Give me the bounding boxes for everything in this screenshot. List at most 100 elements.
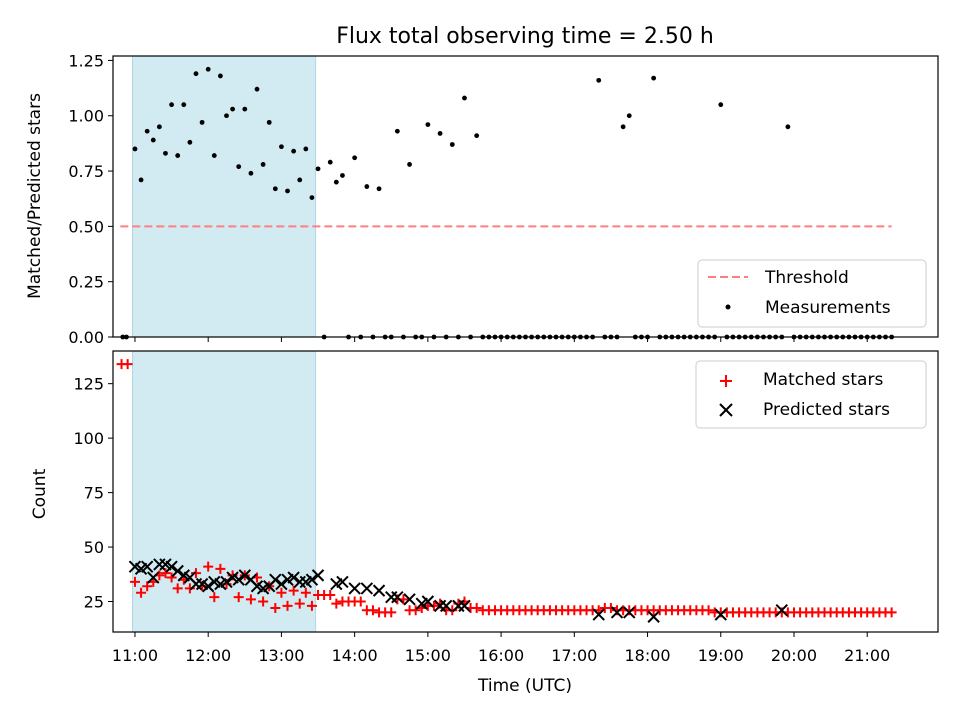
y-tick-label: 100 — [73, 429, 104, 448]
predicted-star-point — [232, 573, 245, 586]
predicted-star-point — [147, 571, 160, 584]
matched-star-point — [172, 583, 183, 594]
measurement-point — [236, 164, 242, 170]
measurement-point — [315, 166, 321, 172]
x-tick-label: 11:00 — [112, 646, 158, 665]
measurement-point — [364, 184, 370, 189]
predicted-star-point — [439, 599, 453, 613]
predicted-star-point — [610, 606, 624, 619]
predicted-star-point — [311, 569, 325, 582]
x-tick-label: 18:00 — [624, 646, 670, 665]
count-plot-frame — [112, 350, 939, 633]
matched-stars-points — [116, 359, 897, 618]
y-tick-label: 125 — [73, 375, 104, 394]
measurement-point — [254, 86, 260, 92]
predicted-star-point — [269, 573, 282, 586]
matched-star-point — [288, 585, 299, 596]
matched-star-point — [410, 605, 421, 616]
measurement-point — [327, 159, 333, 165]
measurement-point — [150, 137, 156, 143]
matched-star-point — [300, 587, 311, 598]
predicted-star-point — [305, 573, 319, 586]
predicted-star-point — [775, 604, 788, 617]
matched-star-point — [203, 561, 214, 572]
matched-star-point — [209, 592, 220, 603]
ratio-observing-window-shade — [132, 55, 317, 338]
measurement-point — [285, 188, 290, 194]
predicted-star-point — [360, 582, 374, 595]
x-tick-label: 21:00 — [844, 646, 890, 665]
measurement-point — [291, 148, 297, 154]
matched-star-point — [355, 596, 366, 607]
measurement-point — [626, 113, 632, 119]
matched-star-point — [184, 583, 195, 594]
y-tick-label: 1.25 — [68, 51, 104, 70]
legend-predicted-swatch — [719, 403, 733, 417]
predicted-star-point — [238, 569, 252, 582]
matched-star-point — [136, 587, 147, 598]
measurement-point — [449, 142, 455, 147]
matched-star-point — [428, 600, 439, 611]
count-legend: Matched stars Predicted stars — [695, 360, 927, 429]
matched-star-point — [245, 594, 256, 605]
predicted-star-point — [372, 584, 386, 597]
measurement-point — [175, 153, 181, 158]
y-tick-label: 75 — [84, 484, 104, 503]
x-axis-label: Time (UTC) — [477, 676, 572, 696]
matched-star-point — [270, 603, 281, 614]
measurement-point — [260, 162, 266, 167]
x-tick-label: 15:00 — [405, 646, 451, 665]
measurement-point — [211, 153, 217, 158]
predicted-star-point — [714, 608, 727, 621]
predicted-star-point — [140, 560, 154, 573]
matched-star-point — [166, 572, 177, 583]
predicted-star-point — [220, 575, 233, 589]
matched-star-point — [142, 581, 153, 592]
measurement-point — [437, 131, 443, 136]
measurement-point — [785, 124, 791, 130]
measurement-point — [132, 146, 138, 152]
measurement-point — [333, 179, 339, 185]
legend-matched-label: Matched stars — [763, 370, 883, 390]
legend-measurements-label: Measurements — [765, 298, 891, 318]
measurement-point — [425, 122, 431, 127]
ratio-plot-frame — [112, 55, 939, 338]
predicted-star-point — [287, 571, 300, 584]
measurement-point — [303, 146, 309, 152]
x-tick-label: 16:00 — [478, 646, 524, 665]
matched-star-point — [386, 607, 397, 618]
count-y-axis-ticks: 25 50 75 100 125 — [73, 375, 113, 612]
measurement-point — [297, 177, 303, 183]
x-tick-label: 13:00 — [258, 646, 304, 665]
measurement-point — [718, 102, 724, 108]
measurement-point — [279, 144, 284, 150]
predicted-star-point — [385, 590, 398, 604]
measurement-point — [193, 71, 199, 77]
measurement-point — [462, 95, 467, 101]
legend-measurements-swatch — [725, 304, 731, 310]
matched-star-point — [215, 563, 226, 574]
measurement-point — [474, 133, 480, 139]
matched-star-point — [122, 359, 133, 370]
matched-star-point — [160, 568, 171, 579]
matched-star-point — [233, 592, 244, 603]
predicted-star-point — [171, 564, 184, 578]
predicted-star-point — [336, 575, 349, 589]
measurement-point — [248, 170, 254, 176]
x-tick-label: 19:00 — [698, 646, 744, 665]
matched-star-point — [367, 605, 378, 616]
observing-window-shade — [132, 55, 317, 338]
measurement-point — [187, 139, 193, 145]
matched-star-point — [703, 605, 714, 616]
ratio-y-axis-ticks: 0.00 0.25 0.50 0.75 1.00 1.25 — [68, 51, 113, 347]
measurement-point — [596, 77, 602, 83]
predicted-star-point — [592, 608, 605, 621]
matched-star-point — [306, 600, 317, 611]
measurement-point — [309, 195, 315, 201]
measurement-point — [340, 173, 345, 178]
measurement-point — [352, 155, 358, 161]
matched-star-point — [605, 603, 616, 614]
legend-threshold-label: Threshold — [764, 268, 849, 288]
matched-star-point — [471, 603, 482, 614]
measurement-point — [394, 128, 400, 134]
